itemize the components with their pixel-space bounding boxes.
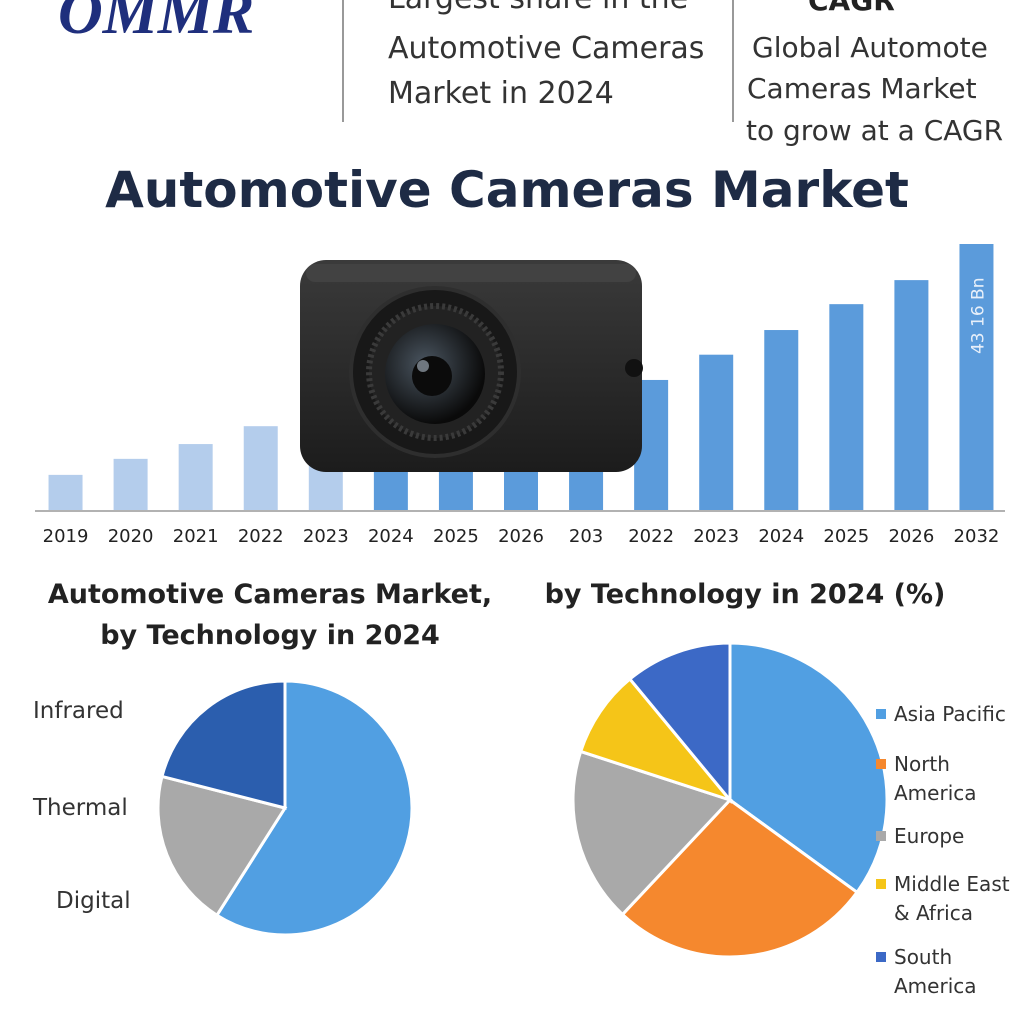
camera-highlight [306,264,636,282]
x-tick-label: 2022 [628,526,674,547]
x-tick-label: 2024 [758,526,804,547]
legend-label: Middle East & Africa [894,872,1010,925]
pie-slice [214,679,414,937]
cagr-text: Cameras Market [747,72,977,105]
legend-swatch [876,879,886,889]
bar [959,244,994,510]
x-tick-label: 203 [569,526,603,547]
bar [243,426,278,510]
main-title: Automotive Cameras Market [105,161,909,219]
x-tick-label: 2023 [693,526,739,547]
share-text: Automotive Cameras [388,31,704,66]
logo: OMMR [58,0,254,47]
legend-item: Middle East & Africa [876,870,1014,928]
bar [764,330,799,510]
slice-label: Thermal [32,795,128,821]
legend-item: South America [876,943,1014,1001]
pie-title: by Technology in 2024 [100,620,440,651]
slice-label: Infrared [33,698,124,724]
pie-slice [578,676,735,804]
x-tick-label: 2032 [954,526,1000,547]
x-tick-label: 2020 [108,526,154,547]
x-tick-label: 2024 [368,526,414,547]
share-text: Market in 2024 [388,76,614,111]
pie-slice [156,774,288,918]
x-tick-label: 2023 [303,526,349,547]
x-tick-label: 2025 [433,526,479,547]
x-tick-label: 2025 [823,526,869,547]
x-tick-label: 2026 [498,526,544,547]
camera-port [625,359,643,377]
pie-slice [571,749,733,917]
pie-title: by Technology in 2024 (%) [545,579,946,610]
bar [699,354,734,510]
cagr-heading: CAGR [808,0,895,17]
bar [178,444,213,510]
legend-swatch [876,709,886,719]
legend-swatch [876,831,886,841]
cagr-text: to grow at a CAGR [746,114,1003,147]
pie-slice [620,798,860,959]
x-tick-label: 2021 [173,526,219,547]
pie-title: Automotive Cameras Market, [48,579,492,610]
pie-slice [160,679,287,810]
camera-image [300,260,643,472]
bar [829,304,864,510]
pie-slice [728,641,889,895]
x-tick-label: 2019 [43,526,89,547]
bar [113,458,148,510]
pie-slice [627,641,732,805]
bar [894,280,929,510]
legend-label: Asia Pacific [894,702,1006,726]
legend-label: North America [894,752,977,805]
cagr-text: Global Automote [752,31,988,64]
slice-label: Digital [56,888,131,914]
share-text: Largest share in the [388,0,688,16]
legend-swatch [876,952,886,962]
lens-glint [417,360,429,372]
legend-item: North America [876,750,1014,808]
bar [48,474,83,510]
bar-annotation: 43 16 Bn [968,277,988,354]
pie-charts: Automotive Cameras Market, by Technology … [32,579,946,959]
legend-swatch [876,759,886,769]
lens-center [412,356,452,396]
legend-item: Asia Pacific [876,700,1014,729]
x-tick-label: 2026 [888,526,934,547]
legend-label: South America [894,945,977,998]
legend-label: Europe [894,824,965,848]
legend-item: Europe [876,822,1014,851]
x-tick-label: 2022 [238,526,284,547]
